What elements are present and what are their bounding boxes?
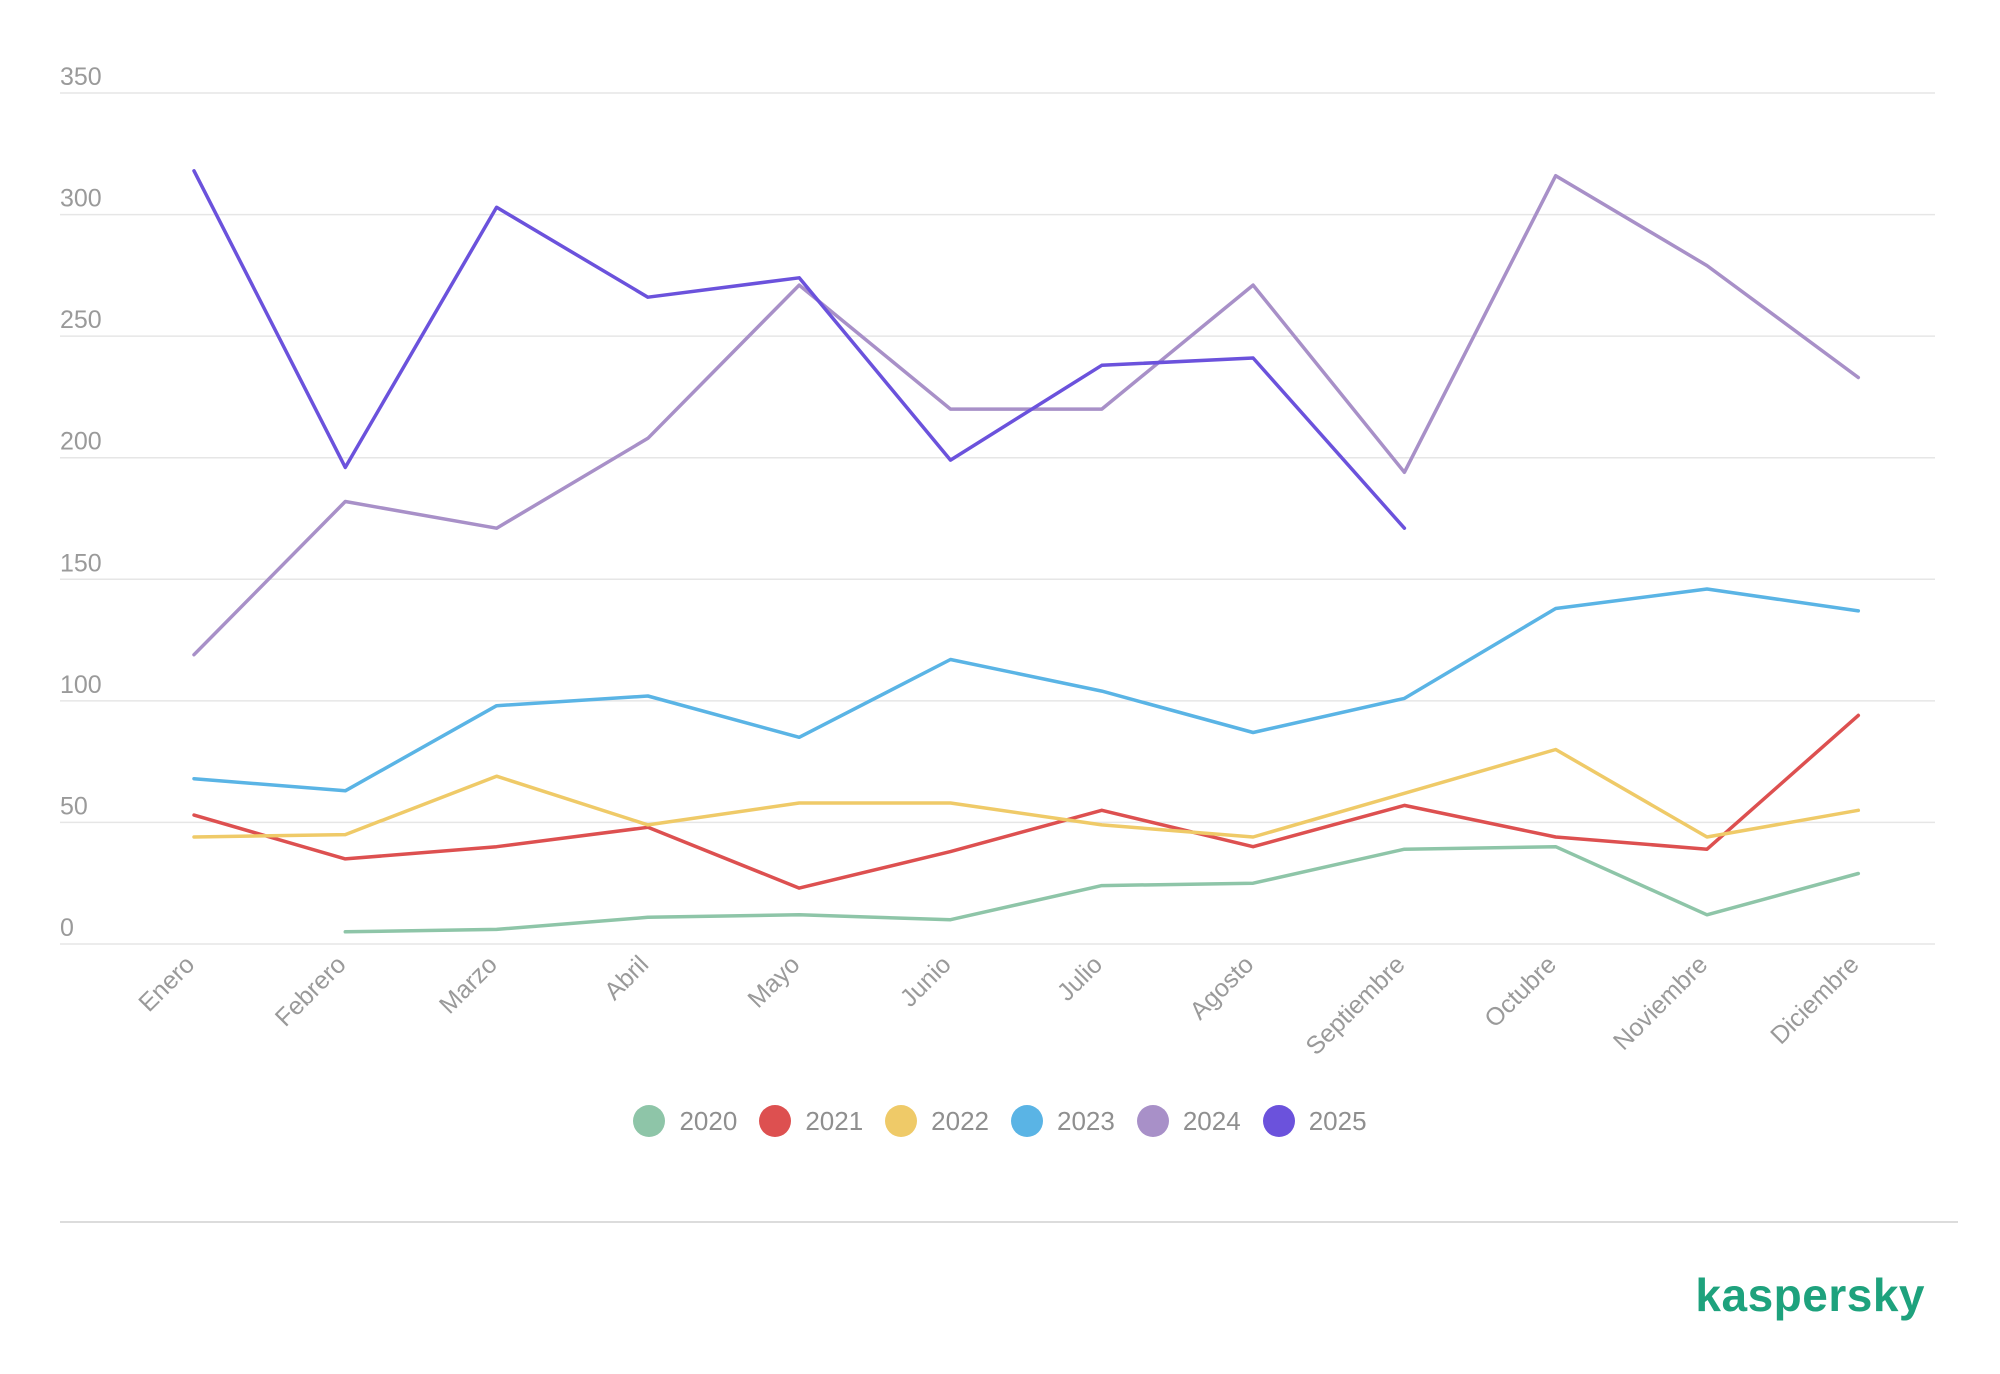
- legend-label: 2024: [1182, 1105, 1241, 1136]
- legend-item-2024: 2024: [1136, 1105, 1241, 1137]
- x-tick-label: Octubre: [1479, 950, 1562, 1033]
- series-lines: [192, 169, 1861, 934]
- legend-label: 2021: [805, 1105, 864, 1136]
- series-line-2022: [192, 747, 1861, 839]
- kaspersky-logo: kaspersky: [1695, 1269, 1925, 1321]
- y-tick-label: 200: [60, 428, 102, 456]
- y-tick-label: 150: [60, 549, 102, 577]
- x-tick-label: Febrero: [270, 950, 352, 1032]
- legend-swatch-2025: [1262, 1105, 1295, 1137]
- legend-item-2023: 2023: [1011, 1105, 1115, 1137]
- y-tick-label: 100: [60, 671, 102, 699]
- legend-item-2022: 2022: [885, 1105, 989, 1137]
- y-tick-label: 50: [60, 792, 88, 820]
- x-tick-label: Agosto: [1184, 950, 1259, 1025]
- footer-divider: [60, 1221, 1958, 1223]
- series-line-2024: [192, 173, 1861, 657]
- x-tick-label: Enero: [133, 950, 200, 1017]
- legend-swatch-2020: [633, 1105, 666, 1137]
- series-line-2021: [192, 713, 1861, 890]
- legend-label: 2020: [679, 1105, 738, 1136]
- legend-swatch-2024: [1136, 1105, 1169, 1137]
- series-line-2020: [343, 844, 1861, 934]
- x-tick-label: Mayo: [742, 950, 805, 1013]
- x-tick-label: Noviembre: [1608, 950, 1713, 1055]
- legend-swatch-2021: [759, 1105, 792, 1137]
- x-tick-label: Junio: [895, 950, 957, 1012]
- legend-swatch-2022: [885, 1105, 918, 1137]
- y-tick-label: 0: [60, 914, 74, 942]
- y-tick-label: 250: [60, 306, 102, 334]
- legend-item-2021: 2021: [759, 1105, 863, 1137]
- legend-swatch-2023: [1011, 1105, 1043, 1137]
- y-tick-label: 300: [60, 185, 102, 213]
- y-axis-ticks: 0 50 100 150 200 250 300 350: [60, 63, 102, 942]
- legend-item-2020: 2020: [633, 1105, 737, 1137]
- legend-item-2025: 2025: [1262, 1105, 1367, 1137]
- y-tick-label: 350: [60, 63, 102, 91]
- x-tick-label: Marzo: [434, 950, 503, 1019]
- x-tick-label: Julio: [1052, 950, 1108, 1006]
- legend-label: 2022: [931, 1105, 989, 1136]
- x-tick-label: Septiembre: [1300, 950, 1410, 1060]
- legend: 2020 2021 2022 2023 2024 2025: [0, 1105, 2000, 1137]
- legend-label: 2025: [1308, 1105, 1367, 1136]
- x-tick-label: Abril: [599, 950, 654, 1005]
- series-line-2025: [192, 169, 1407, 530]
- series-line-2023: [192, 587, 1861, 793]
- gridlines: [60, 92, 1935, 945]
- legend-label: 2023: [1057, 1105, 1115, 1136]
- x-axis-ticks: Enero Febrero Marzo Abril Mayo Junio Julio Agos…: [133, 950, 1864, 1060]
- x-tick-label: Diciembre: [1765, 950, 1864, 1049]
